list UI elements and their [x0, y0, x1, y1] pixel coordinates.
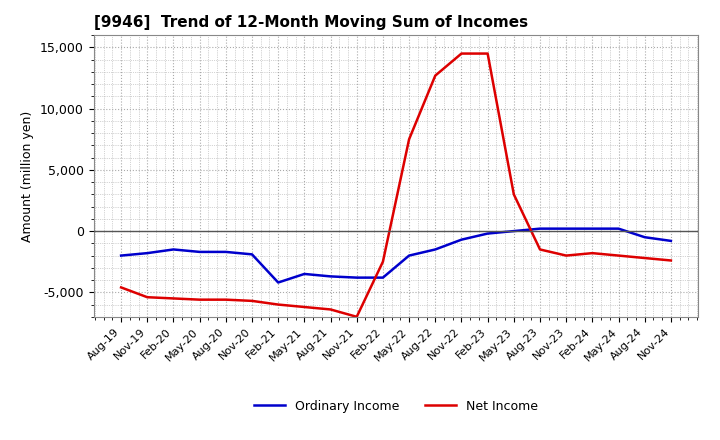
Ordinary Income	[483, 231, 492, 236]
Net Income	[588, 250, 597, 256]
Ordinary Income	[169, 247, 178, 252]
Net Income	[667, 258, 675, 263]
Net Income	[379, 259, 387, 264]
Net Income	[352, 314, 361, 319]
Ordinary Income	[222, 249, 230, 255]
Net Income	[274, 302, 282, 307]
Line: Ordinary Income: Ordinary Income	[121, 229, 671, 282]
Net Income	[143, 294, 152, 300]
Net Income	[169, 296, 178, 301]
Net Income	[195, 297, 204, 302]
Net Income	[562, 253, 570, 258]
Net Income	[457, 51, 466, 56]
Ordinary Income	[510, 228, 518, 234]
Ordinary Income	[274, 280, 282, 285]
Ordinary Income	[640, 235, 649, 240]
Ordinary Income	[667, 238, 675, 243]
Ordinary Income	[588, 226, 597, 231]
Ordinary Income	[248, 252, 256, 257]
Line: Net Income: Net Income	[121, 54, 671, 317]
Net Income	[510, 192, 518, 197]
Ordinary Income	[562, 226, 570, 231]
Ordinary Income	[143, 250, 152, 256]
Ordinary Income	[195, 249, 204, 255]
Net Income	[483, 51, 492, 56]
Net Income	[300, 304, 309, 310]
Ordinary Income	[300, 271, 309, 277]
Ordinary Income	[405, 253, 413, 258]
Ordinary Income	[352, 275, 361, 280]
Text: [9946]  Trend of 12-Month Moving Sum of Incomes: [9946] Trend of 12-Month Moving Sum of I…	[94, 15, 528, 30]
Ordinary Income	[326, 274, 335, 279]
Net Income	[326, 307, 335, 312]
Ordinary Income	[379, 275, 387, 280]
Ordinary Income	[457, 237, 466, 242]
Ordinary Income	[431, 247, 440, 252]
Net Income	[405, 137, 413, 142]
Ordinary Income	[614, 226, 623, 231]
Y-axis label: Amount (million yen): Amount (million yen)	[22, 110, 35, 242]
Net Income	[536, 247, 544, 252]
Net Income	[431, 73, 440, 78]
Net Income	[248, 298, 256, 304]
Legend: Ordinary Income, Net Income: Ordinary Income, Net Income	[249, 395, 543, 418]
Ordinary Income	[117, 253, 125, 258]
Net Income	[614, 253, 623, 258]
Net Income	[222, 297, 230, 302]
Net Income	[640, 255, 649, 260]
Ordinary Income	[536, 226, 544, 231]
Net Income	[117, 285, 125, 290]
